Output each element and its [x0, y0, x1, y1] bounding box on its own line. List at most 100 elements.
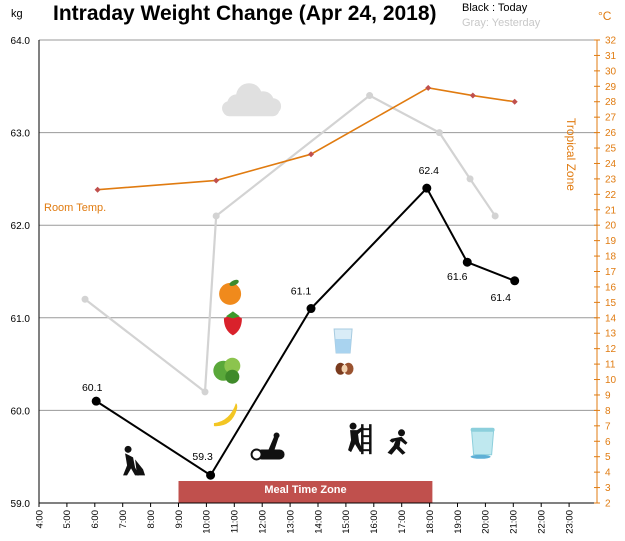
y-tick-label: 61.0	[11, 314, 31, 325]
climbing-person-icon	[348, 422, 372, 455]
yesterday-point	[466, 175, 474, 183]
y2-tick-label: 14	[605, 313, 617, 324]
y2-tick-label: 13	[605, 329, 617, 340]
x-tick-label: 10:00	[202, 510, 213, 534]
y2-tick-label: 10	[605, 375, 617, 386]
yesterday-weight-line	[84, 94, 497, 395]
room-temp-label: Room Temp.	[44, 202, 107, 214]
y2-tick-label: 4	[605, 468, 611, 479]
y2-tick-label: 9	[605, 390, 611, 401]
y2-tick-label: 25	[605, 144, 617, 155]
data-label: 61.6	[447, 271, 468, 283]
room-temp-line	[97, 87, 515, 191]
temp-point	[213, 177, 220, 184]
data-label: 61.4	[490, 292, 511, 304]
y2-tick-label: 7	[605, 421, 611, 432]
y2-tick-label: 11	[605, 360, 616, 371]
y2-tick-label: 29	[605, 82, 617, 93]
x-tick-label: 21:00	[509, 510, 520, 534]
yesterday-point	[435, 129, 443, 137]
y-tick-label: 63.0	[11, 129, 31, 140]
y2-tick-label: 31	[605, 51, 617, 62]
x-tick-label: 18:00	[425, 510, 436, 534]
y2-tick-label: 23	[605, 174, 617, 185]
digging-person-icon	[123, 445, 146, 476]
glass-icon	[333, 328, 353, 354]
y-tick-label: 64.0	[11, 36, 31, 47]
y2-tick-label: 15	[605, 298, 617, 309]
y2-tick-label: 5	[605, 452, 611, 463]
running-person-icon	[387, 429, 408, 455]
y2-tick-label: 12	[605, 344, 617, 355]
x-tick-label: 12:00	[258, 510, 269, 534]
chart-title: Intraday Weight Change (Apr 24, 2018)	[53, 2, 437, 25]
x-tick-label: 14:00	[313, 510, 324, 534]
x-tick-label: 15:00	[341, 510, 352, 534]
today-weight-line	[95, 186, 516, 477]
today-point	[510, 276, 520, 286]
y2-tick-label: 21	[605, 205, 617, 216]
today-point	[206, 470, 216, 480]
y2-tick-label: 24	[605, 159, 617, 170]
lettuce-icon	[213, 357, 241, 384]
x-tick-label: 5:00	[62, 510, 73, 529]
yesterday-point	[81, 295, 89, 303]
temp-point	[469, 92, 476, 99]
meal-zone-bar	[178, 481, 433, 503]
x-tick-label: 16:00	[369, 510, 380, 534]
x-tick-label: 13:00	[285, 510, 296, 534]
x-tick-label: 6:00	[90, 510, 101, 529]
today-point	[91, 396, 101, 406]
x-tick-label: 20:00	[481, 510, 492, 534]
y2-tick-label: 18	[605, 252, 617, 263]
data-label: 59.3	[192, 451, 213, 463]
legend-today: Black : Today	[462, 2, 528, 14]
cloud-icon	[222, 83, 282, 117]
y2-tick-label: 2	[605, 499, 611, 510]
y2-tick-label: 26	[605, 128, 617, 139]
y2-tick-label: 3	[605, 483, 611, 494]
y2-tick-label: 22	[605, 190, 617, 201]
yesterday-point	[212, 212, 220, 220]
x-tick-label: 7:00	[118, 510, 129, 529]
meal-zone-label: Meal Time Zone	[264, 484, 347, 496]
data-label: 61.1	[291, 286, 312, 298]
right-axis-unit: °C	[598, 9, 612, 23]
orange-icon	[219, 279, 242, 305]
cookie-icon	[335, 362, 354, 375]
y2-tick-label: 28	[605, 97, 617, 108]
x-tick-label: 9:00	[174, 510, 185, 529]
log-icon	[250, 432, 285, 461]
x-tick-label: 23:00	[564, 510, 575, 534]
y2-tick-label: 19	[605, 236, 617, 247]
y-tick-label: 60.0	[11, 406, 31, 417]
cup-icon	[470, 427, 495, 459]
today-point	[306, 304, 316, 314]
left-axis-unit: kg	[11, 8, 23, 20]
temp-point	[425, 84, 432, 91]
data-label: 62.4	[419, 165, 440, 177]
y-tick-label: 59.0	[11, 499, 31, 510]
banana-icon	[213, 403, 238, 427]
y2-tick-label: 17	[605, 267, 617, 278]
y2-tick-label: 16	[605, 282, 617, 293]
temp-point	[511, 98, 518, 105]
x-tick-label: 4:00	[34, 510, 45, 529]
x-tick-label: 17:00	[397, 510, 408, 534]
y2-tick-label: 32	[605, 36, 617, 47]
yesterday-point	[201, 388, 209, 396]
y2-tick-label: 27	[605, 113, 617, 124]
x-tick-label: 11:00	[230, 510, 241, 533]
y2-tick-label: 30	[605, 66, 617, 77]
tropical-zone-label: Tropical Zone	[564, 118, 578, 191]
x-tick-label: 22:00	[537, 510, 548, 534]
today-point	[422, 183, 432, 193]
legend-yesterday: Gray: Yesterday	[462, 17, 541, 29]
data-label: 60.1	[82, 382, 103, 394]
y2-tick-label: 6	[605, 437, 611, 448]
yesterday-point	[366, 92, 374, 100]
yesterday-point	[491, 212, 499, 220]
temp-point	[94, 186, 101, 193]
strawberry-icon	[223, 311, 242, 336]
